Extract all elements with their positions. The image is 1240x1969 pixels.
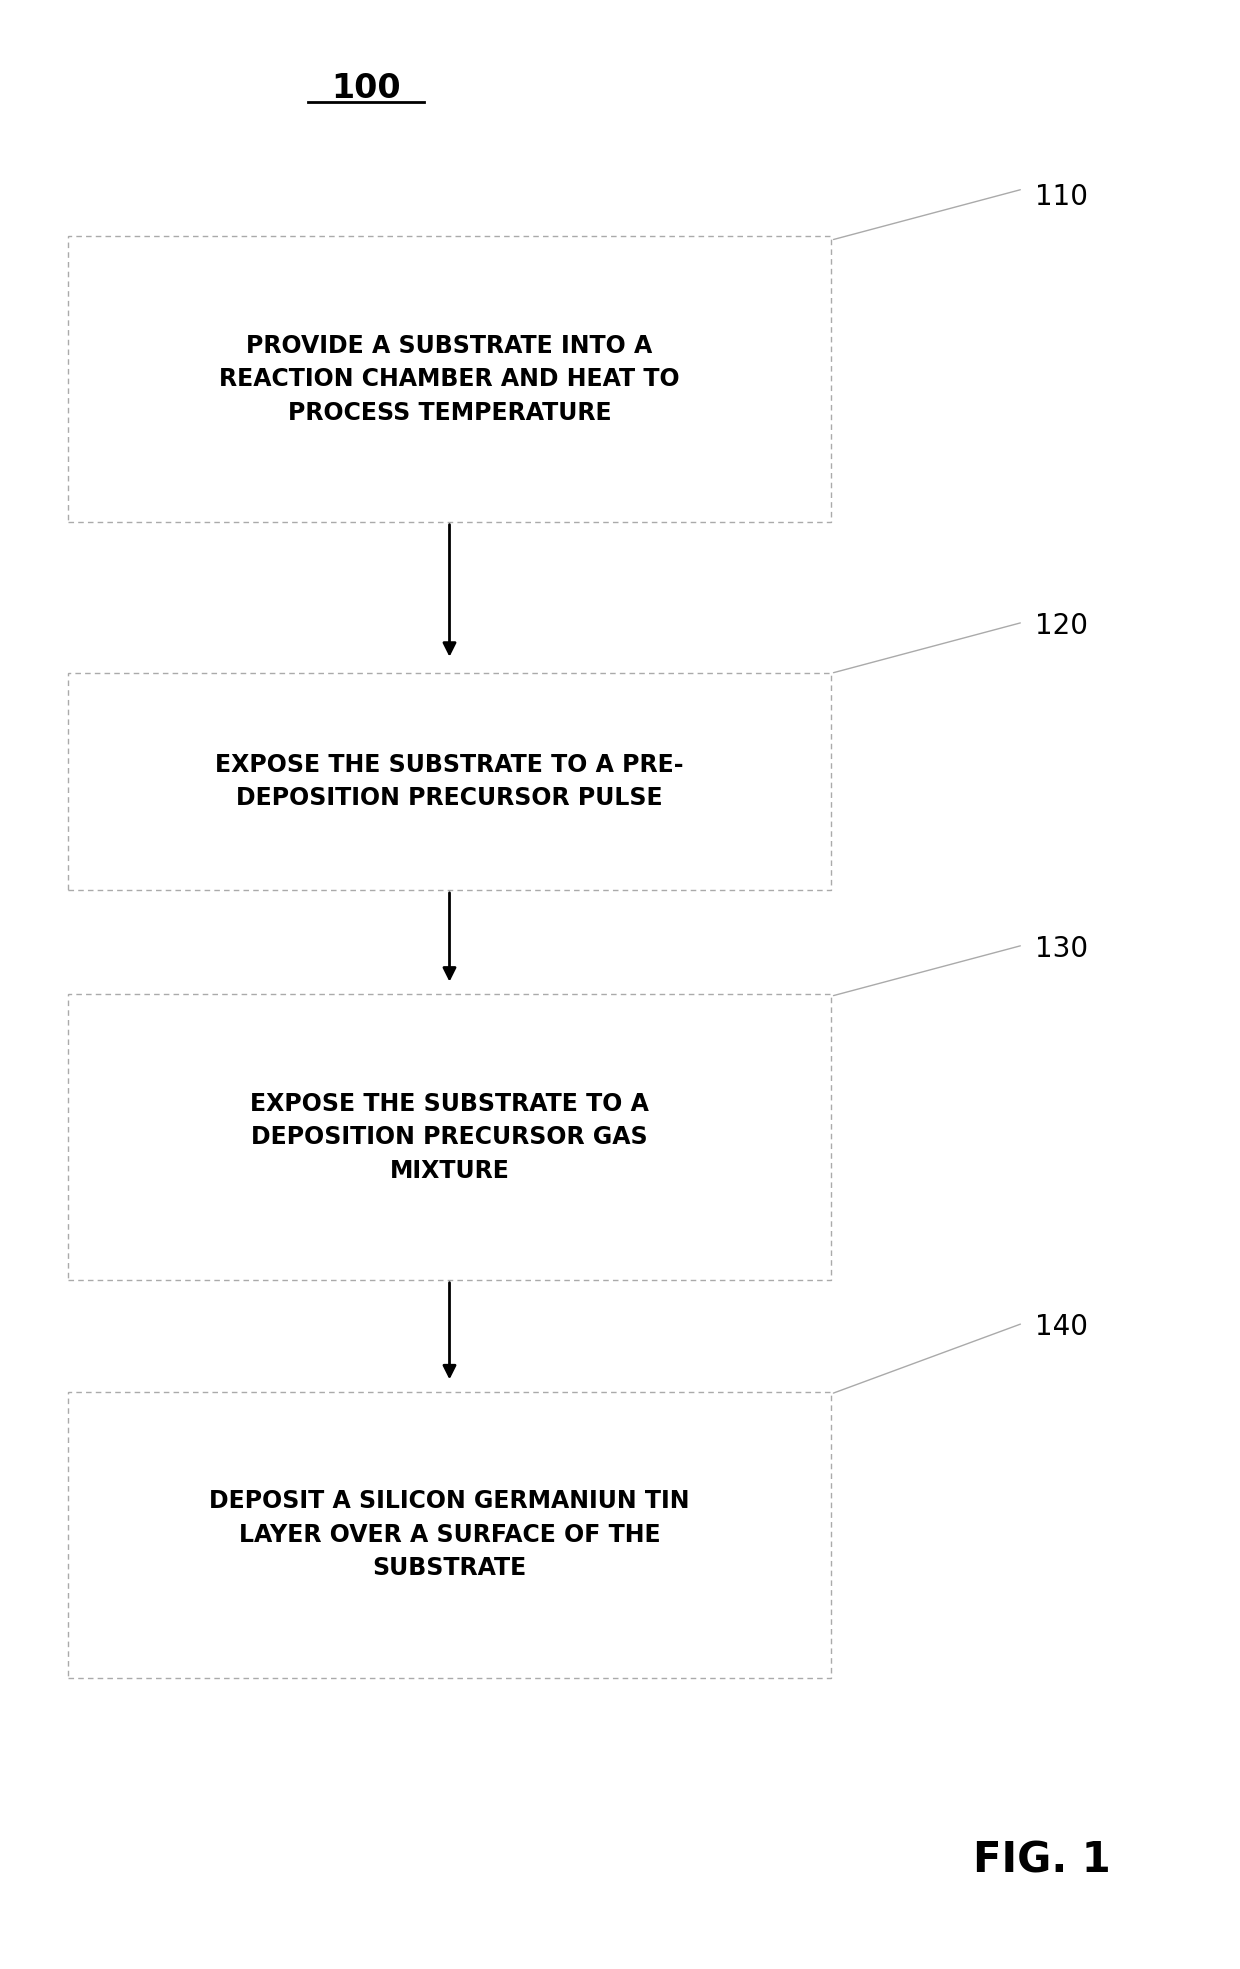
FancyBboxPatch shape bbox=[68, 1392, 831, 1678]
Text: 120: 120 bbox=[1035, 612, 1089, 640]
FancyBboxPatch shape bbox=[68, 673, 831, 890]
Text: 130: 130 bbox=[1035, 935, 1089, 963]
Text: FIG. 1: FIG. 1 bbox=[972, 1839, 1111, 1882]
Text: 110: 110 bbox=[1035, 183, 1089, 211]
Text: 140: 140 bbox=[1035, 1313, 1089, 1341]
Text: PROVIDE A SUBSTRATE INTO A
REACTION CHAMBER AND HEAT TO
PROCESS TEMPERATURE: PROVIDE A SUBSTRATE INTO A REACTION CHAM… bbox=[219, 333, 680, 425]
Text: 100: 100 bbox=[331, 73, 401, 104]
Text: DEPOSIT A SILICON GERMANIUN TIN
LAYER OVER A SURFACE OF THE
SUBSTRATE: DEPOSIT A SILICON GERMANIUN TIN LAYER OV… bbox=[210, 1489, 689, 1581]
FancyBboxPatch shape bbox=[68, 994, 831, 1280]
Text: EXPOSE THE SUBSTRATE TO A
DEPOSITION PRECURSOR GAS
MIXTURE: EXPOSE THE SUBSTRATE TO A DEPOSITION PRE… bbox=[250, 1091, 649, 1183]
FancyBboxPatch shape bbox=[68, 236, 831, 522]
Text: EXPOSE THE SUBSTRATE TO A PRE-
DEPOSITION PRECURSOR PULSE: EXPOSE THE SUBSTRATE TO A PRE- DEPOSITIO… bbox=[216, 752, 683, 811]
